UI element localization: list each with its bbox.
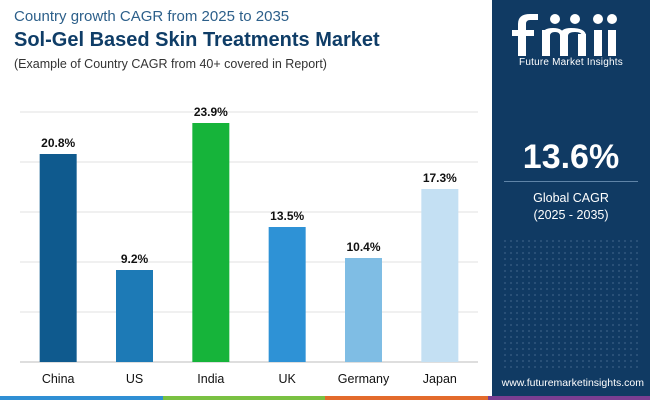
website-link[interactable]: www.futuremarketinsights.com [501, 377, 644, 389]
value-label-china: 20.8% [41, 136, 75, 150]
bar-china [39, 154, 77, 362]
kpi-divider [504, 181, 638, 182]
tick-label-japan: Japan [423, 372, 457, 386]
tick-label-india: India [197, 372, 224, 386]
global-cagr-value: 13.6% [522, 138, 620, 176]
bar-chart: 20.8% China 9.2% US 23.9% India 13.5% UK 10.4% Ge… [20, 105, 478, 386]
side-panel: Future Market Insights 13.6% Global CAGR… [492, 0, 650, 400]
value-label-uk: 13.5% [270, 209, 304, 223]
fmi-logo-icon [512, 14, 617, 56]
chart-subtitle: (Example of Country CAGR from 40+ covere… [14, 57, 327, 71]
bottom-bar-segment [487, 396, 650, 400]
chart-header: Country growth CAGR from 2025 to 2035 So… [14, 7, 484, 73]
bar-us [116, 270, 153, 362]
value-label-germany: 10.4% [346, 240, 380, 254]
bar-japan [421, 189, 459, 362]
chart-title: Sol-Gel Based Skin Treatments Market [14, 29, 380, 51]
chart-eyebrow: Country growth CAGR from 2025 to 2035 [14, 8, 290, 25]
fmi-logo: Future Market Insights [492, 10, 650, 72]
value-label-us: 9.2% [121, 252, 149, 266]
bottom-color-bar [0, 396, 650, 400]
logo-text: Future Market Insights [519, 57, 623, 68]
value-label-india: 23.9% [194, 105, 228, 119]
tick-label-us: US [126, 372, 143, 386]
tick-label-uk: UK [278, 372, 296, 386]
bottom-bar-segment [162, 396, 325, 400]
global-cagr-period: (2025 - 2035) [533, 208, 609, 222]
bottom-bar-segment [325, 396, 488, 400]
tick-label-germany: Germany [338, 372, 390, 386]
bottom-bar-segment [0, 396, 163, 400]
bar-india [192, 123, 230, 362]
tick-label-china: China [42, 372, 75, 386]
bar-germany [345, 258, 382, 362]
decorative-dot-pattern [502, 238, 642, 368]
bar-uk [268, 227, 306, 362]
value-label-japan: 17.3% [423, 171, 457, 185]
global-cagr-label: Global CAGR [533, 191, 609, 205]
